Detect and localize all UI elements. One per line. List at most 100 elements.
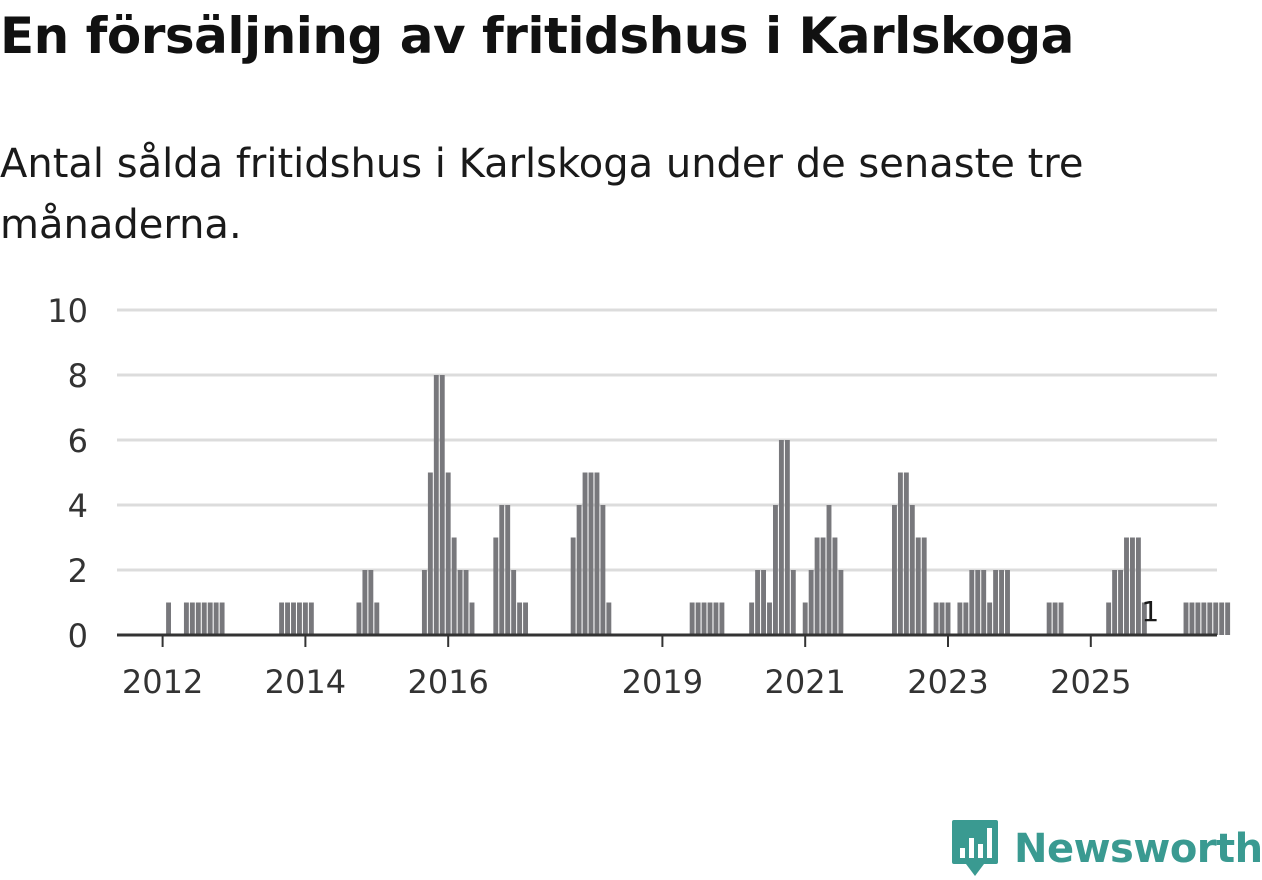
bar bbox=[511, 570, 517, 635]
bar bbox=[1106, 602, 1112, 635]
bar bbox=[469, 602, 475, 635]
x-tick-label: 2016 bbox=[407, 663, 488, 701]
bar bbox=[1141, 602, 1147, 635]
bar bbox=[285, 602, 290, 635]
bar bbox=[903, 472, 909, 635]
x-tick-label: 2023 bbox=[907, 663, 988, 701]
y-tick-label: 6 bbox=[68, 422, 88, 460]
bar bbox=[457, 570, 463, 635]
bar bbox=[826, 505, 832, 635]
bar bbox=[695, 602, 701, 635]
bar bbox=[374, 602, 380, 635]
bar bbox=[1130, 537, 1135, 635]
bar bbox=[1189, 602, 1195, 635]
bar bbox=[933, 602, 939, 635]
bar bbox=[820, 537, 826, 635]
bar bbox=[439, 375, 445, 635]
bar bbox=[1046, 602, 1052, 635]
brand-name: Newsworthy bbox=[1014, 826, 1262, 872]
bar bbox=[213, 602, 219, 635]
bar bbox=[600, 505, 606, 635]
bar bbox=[576, 505, 582, 635]
data-label: 1 bbox=[1141, 595, 1159, 628]
bar bbox=[778, 440, 784, 635]
bar bbox=[594, 472, 600, 635]
newsworthy-icon bbox=[952, 820, 998, 876]
bar bbox=[189, 602, 195, 635]
bar bbox=[1201, 602, 1207, 635]
bar bbox=[183, 602, 189, 635]
bar bbox=[915, 537, 921, 635]
bar bbox=[1135, 537, 1141, 635]
bar bbox=[207, 602, 213, 635]
bar bbox=[1005, 570, 1010, 635]
bar bbox=[1058, 602, 1064, 635]
bar bbox=[308, 602, 314, 635]
bar bbox=[999, 570, 1004, 635]
bar bbox=[784, 440, 790, 635]
bar bbox=[297, 602, 302, 635]
bar bbox=[689, 602, 695, 635]
bar-chart: 0 2 4 6 8 10 2012 2014 2016 2019 2021 2023 2025 1 bbox=[47, 292, 1231, 701]
bar bbox=[1225, 602, 1231, 635]
bar bbox=[523, 602, 528, 635]
bar bbox=[808, 570, 814, 635]
bar bbox=[302, 602, 308, 635]
bar bbox=[749, 602, 755, 635]
bar bbox=[166, 602, 171, 635]
bar bbox=[892, 505, 897, 635]
bar bbox=[356, 602, 362, 635]
bar bbox=[463, 570, 469, 635]
bar bbox=[505, 505, 511, 635]
newsworthy-logo: Newsworthy bbox=[950, 818, 1262, 880]
bar bbox=[445, 472, 451, 635]
bar bbox=[362, 570, 368, 635]
y-tick-label: 0 bbox=[68, 617, 88, 655]
bar bbox=[606, 602, 612, 635]
bar bbox=[701, 602, 707, 635]
bar bbox=[517, 602, 523, 635]
bar bbox=[993, 570, 999, 635]
bar bbox=[957, 602, 963, 635]
y-tick-label: 8 bbox=[68, 357, 88, 395]
bar bbox=[433, 375, 439, 635]
bar bbox=[981, 570, 987, 635]
x-tick-label: 2025 bbox=[1050, 663, 1131, 701]
bar bbox=[201, 602, 207, 635]
y-tick-label: 4 bbox=[68, 487, 88, 525]
bar bbox=[832, 537, 838, 635]
bar bbox=[570, 537, 576, 635]
bar bbox=[838, 570, 844, 635]
bar bbox=[814, 537, 820, 635]
x-tick-label: 2012 bbox=[122, 663, 203, 701]
bar bbox=[195, 602, 201, 635]
bar bbox=[945, 602, 951, 635]
bar bbox=[719, 602, 725, 635]
chart-title: En försäljning av fritidshus i Karlskoga bbox=[0, 7, 1074, 65]
x-tick-label: 2021 bbox=[764, 663, 845, 701]
bar bbox=[773, 505, 778, 635]
bar bbox=[582, 472, 588, 635]
bar bbox=[493, 537, 499, 635]
bar bbox=[761, 570, 766, 635]
bar bbox=[939, 602, 945, 635]
bar bbox=[499, 505, 505, 635]
bar bbox=[1195, 602, 1201, 635]
bar bbox=[790, 570, 796, 635]
bar bbox=[802, 602, 808, 635]
bar bbox=[279, 602, 285, 635]
bar bbox=[1124, 537, 1129, 635]
bar bbox=[963, 602, 969, 635]
y-tick-label: 10 bbox=[47, 292, 88, 330]
bar bbox=[291, 602, 296, 635]
x-tick-label: 2014 bbox=[265, 663, 346, 701]
chart-subtitle: Antal sålda fritidshus i Karlskoga under… bbox=[0, 141, 1084, 248]
bar bbox=[427, 472, 433, 635]
bar bbox=[767, 602, 772, 635]
bar bbox=[1219, 602, 1225, 635]
bar bbox=[219, 602, 225, 635]
bar bbox=[987, 602, 993, 635]
bar bbox=[707, 602, 713, 635]
bar bbox=[1112, 570, 1118, 635]
bar bbox=[1213, 602, 1219, 635]
